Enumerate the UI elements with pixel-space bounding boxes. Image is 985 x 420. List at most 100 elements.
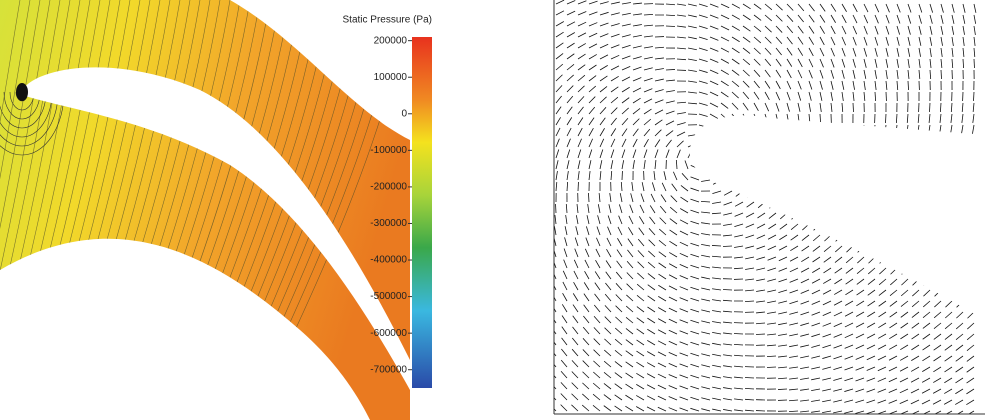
vector [831, 103, 832, 112]
vector [853, 59, 856, 68]
vector [600, 128, 605, 136]
vector [710, 81, 718, 85]
vector [800, 323, 809, 326]
vector [637, 329, 644, 334]
vector [611, 87, 618, 92]
vector [611, 76, 619, 81]
vector [724, 191, 732, 195]
vector [573, 305, 578, 312]
vector [677, 132, 685, 136]
vector [857, 257, 864, 263]
vector [723, 344, 732, 345]
vector [621, 182, 622, 191]
vector [622, 35, 631, 37]
vector [732, 4, 740, 8]
vector [756, 268, 765, 270]
vector [701, 376, 710, 378]
vector [845, 301, 853, 306]
vector [855, 400, 864, 403]
vector [658, 274, 666, 279]
vector [556, 75, 562, 81]
vector [669, 397, 677, 400]
vector [699, 103, 708, 106]
vector [820, 114, 821, 123]
vector [789, 411, 798, 412]
vector [897, 81, 898, 90]
vector [789, 378, 798, 379]
vector [649, 228, 655, 235]
vector [600, 23, 608, 26]
vector [701, 365, 710, 367]
vector [572, 338, 578, 345]
vector [756, 257, 765, 260]
vector [886, 59, 888, 68]
vector [563, 282, 567, 290]
vector [846, 257, 853, 263]
vector [789, 356, 798, 357]
vector [648, 296, 655, 301]
vector [659, 252, 666, 257]
vector [929, 103, 930, 112]
vector [897, 37, 899, 46]
vector [800, 334, 809, 336]
vector [890, 301, 897, 306]
vector [743, 103, 748, 110]
vector [831, 59, 834, 67]
colorbar-tick-label: -100000 [370, 145, 407, 156]
vector [890, 290, 897, 296]
vector [567, 22, 575, 26]
vector [734, 344, 743, 345]
vector [622, 118, 628, 125]
vector [767, 345, 776, 346]
vector [776, 81, 780, 89]
vector [690, 353, 699, 356]
vector [867, 356, 875, 360]
vector [900, 389, 908, 393]
vector [672, 184, 677, 191]
vector [754, 48, 761, 54]
vector [710, 4, 718, 7]
vector [721, 103, 728, 108]
vector [616, 306, 622, 312]
vector [562, 338, 567, 345]
figure: Static Pressure (Pa) 2000001000000-10000… [0, 0, 985, 420]
vector [550, 404, 556, 411]
vector [658, 363, 666, 367]
vector [790, 246, 798, 251]
vector [845, 367, 853, 370]
vector [556, 53, 563, 59]
vector [864, 59, 866, 68]
vector [676, 160, 677, 169]
vector [765, 81, 770, 89]
vector [900, 400, 908, 404]
vector [680, 375, 688, 378]
vector [578, 43, 586, 48]
vector [901, 301, 908, 307]
vector [944, 378, 952, 383]
vector [677, 37, 686, 38]
vector [911, 389, 919, 393]
vector [578, 139, 582, 147]
vector [562, 304, 567, 312]
vector [604, 350, 611, 356]
vector [745, 246, 754, 248]
vector [842, 15, 846, 23]
vector [746, 213, 754, 217]
vector [812, 312, 820, 315]
vector [617, 250, 622, 257]
vector [919, 37, 921, 46]
vector [578, 96, 584, 103]
vector [778, 367, 787, 368]
vector [886, 81, 887, 90]
vector [721, 48, 729, 52]
vector [912, 290, 919, 296]
vector [647, 385, 655, 389]
vector [778, 301, 787, 303]
vector [855, 389, 864, 392]
vector [776, 4, 783, 10]
vector [630, 205, 633, 213]
vector [897, 70, 898, 79]
vector [757, 224, 765, 228]
vector [800, 345, 809, 347]
vector [809, 81, 812, 90]
